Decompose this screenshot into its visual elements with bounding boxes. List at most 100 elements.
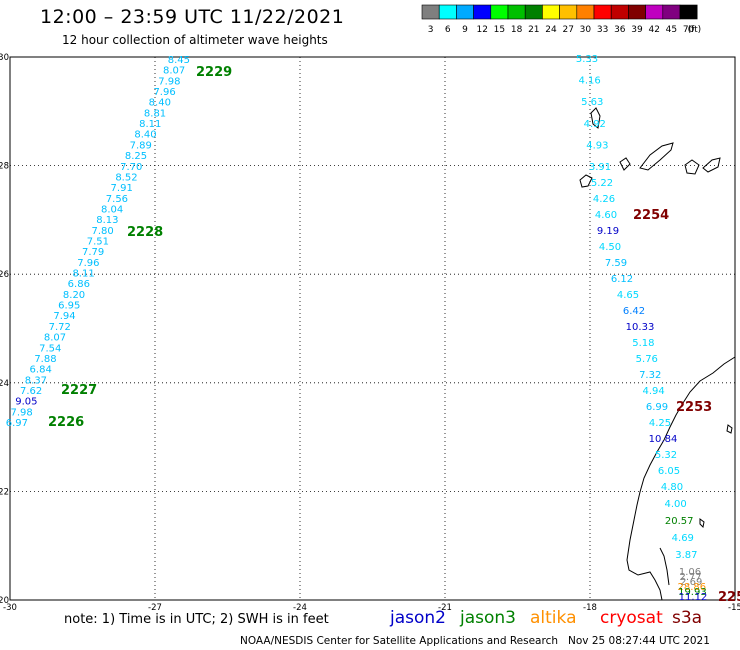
canary-island — [590, 107, 601, 129]
lon-tick-label: -24 — [293, 603, 307, 613]
coast-inlet — [659, 547, 670, 586]
wave-height-label: 19.93 — [678, 587, 707, 598]
credit-line: NOAA/NESDIS Center for Satellite Applica… — [240, 635, 710, 647]
wave-height-label: 4.65 — [617, 290, 639, 301]
wave-height-label: 7.96 — [153, 87, 175, 98]
colorbar-swatch — [576, 4, 595, 20]
colorbar-label: 3 — [428, 25, 434, 35]
colorbar-label: 24 — [545, 25, 557, 35]
canary-island — [579, 174, 593, 188]
lat-tick-label: 22 — [0, 487, 9, 497]
wave-height-label: 3.87 — [675, 550, 697, 561]
lon-tick-label: -15 — [728, 603, 740, 613]
lat-tick-label: 26 — [0, 270, 9, 280]
wave-height-label: 4.16 — [578, 76, 600, 87]
wave-height-label: 7.98 — [158, 76, 180, 87]
colorbar-label: 27 — [562, 25, 573, 35]
colorbar-swatch — [593, 4, 612, 20]
wave-height-label: 7.32 — [639, 370, 661, 381]
wave-height-label: 7.70 — [120, 162, 142, 173]
colorbar-label: 36 — [614, 25, 626, 35]
wave-height-label: 7.89 — [130, 140, 152, 151]
colorbar-swatch — [421, 4, 440, 20]
footnote: note: 1) Time is in UTC; 2) SWH is in fe… — [64, 612, 329, 627]
colorbar-swatch — [610, 4, 629, 20]
lat-tick-label: 30 — [0, 53, 9, 63]
wave-height-label: 7.96 — [77, 258, 99, 269]
wave-height-label: 6.97 — [6, 418, 28, 429]
legend-cryosat: cryosat — [600, 608, 663, 628]
lon-tick-label: -30 — [3, 603, 17, 613]
wave-height-label: 8.45 — [168, 55, 190, 66]
lat-tick-label: 24 — [0, 379, 9, 389]
island-small — [699, 518, 705, 529]
wave-height-label: 3.91 — [589, 162, 611, 173]
wave-height-label: 4.26 — [593, 194, 615, 205]
wave-height-label: 5.32 — [655, 450, 677, 461]
colorbar-label: 21 — [528, 25, 539, 35]
colorbar-label: 42 — [648, 25, 659, 35]
wave-height-label: 2.69 — [680, 577, 702, 588]
wave-height-label: 7.94 — [53, 311, 75, 322]
wave-height-label: 20.57 — [665, 516, 694, 527]
wave-height-label: 7.91 — [111, 183, 133, 194]
wave-height-label: 7.79 — [82, 247, 104, 258]
colorbar-swatch — [524, 4, 543, 20]
canary-island — [684, 159, 700, 175]
lon-tick-label: -18 — [583, 603, 597, 613]
colorbar-swatch — [662, 4, 681, 20]
wave-height-label: 8.40 — [149, 98, 171, 109]
wave-height-label: 4.00 — [664, 499, 686, 510]
wave-height-label: 7.62 — [20, 386, 42, 397]
colorbar-swatch — [645, 4, 664, 20]
colorbar-label: 30 — [580, 25, 592, 35]
wave-height-label: 4.50 — [599, 242, 621, 253]
pass-id-label: 2226 — [48, 415, 84, 430]
pass-id-label: 2254 — [633, 208, 669, 223]
wave-height-label: 7.56 — [106, 194, 128, 205]
wave-height-label: 7.54 — [39, 343, 61, 354]
wave-height-label: 5.33 — [576, 54, 598, 65]
wave-height-label: 8.11 — [72, 269, 94, 280]
wave-height-label: 4.94 — [642, 386, 664, 397]
pass-id-label: 2229 — [196, 65, 232, 80]
wave-height-label: 4.60 — [595, 210, 617, 221]
wave-height-label: 6.86 — [68, 279, 90, 290]
map-frame — [9, 56, 736, 601]
colorbar-label: 15 — [494, 25, 505, 35]
colorbar-unit: (ft) — [688, 25, 702, 35]
colorbar-label: 39 — [631, 25, 643, 35]
lat-tick-label: 20 — [0, 596, 9, 606]
wave-height-label: 4.69 — [672, 533, 694, 544]
wave-height-label: 5.76 — [636, 354, 658, 365]
pass-id-label: 2228 — [127, 225, 163, 240]
wave-height-label: 8.81 — [144, 108, 166, 119]
wave-height-label: 8.40 — [134, 130, 156, 141]
wave-height-label: 6.12 — [611, 274, 633, 285]
wave-height-label: 8.04 — [101, 204, 123, 215]
wave-height-label: 8.25 — [125, 151, 147, 162]
island-offshore — [726, 424, 733, 434]
wave-height-label: 1.06 — [679, 567, 701, 578]
wave-height-label: 5.63 — [581, 97, 603, 108]
colorbar-label: 12 — [476, 25, 487, 35]
colorbar-swatch — [473, 4, 492, 20]
wave-height-label: 4.93 — [586, 140, 608, 151]
colorbar-label: 70 — [683, 25, 695, 35]
legend-s3a: s3a — [672, 608, 703, 628]
wave-height-label: 7.88 — [34, 354, 56, 365]
wave-height-label: 4.92 — [584, 119, 606, 130]
wave-height-label: 9.05 — [15, 397, 37, 408]
colorbar-label: 18 — [511, 25, 523, 35]
colorbar-swatch — [490, 4, 509, 20]
colorbar-swatch — [456, 4, 474, 20]
canary-island — [639, 142, 674, 171]
colorbar-swatch — [542, 4, 560, 20]
wave-height-label: 7.80 — [91, 226, 113, 237]
wave-height-label: 4.25 — [649, 418, 671, 429]
wave-height-label: 8.52 — [115, 172, 137, 183]
wave-height-label: 8.13 — [96, 215, 118, 226]
legend-jason3: jason3 — [460, 608, 516, 628]
wave-height-label: 8.37 — [25, 375, 47, 386]
